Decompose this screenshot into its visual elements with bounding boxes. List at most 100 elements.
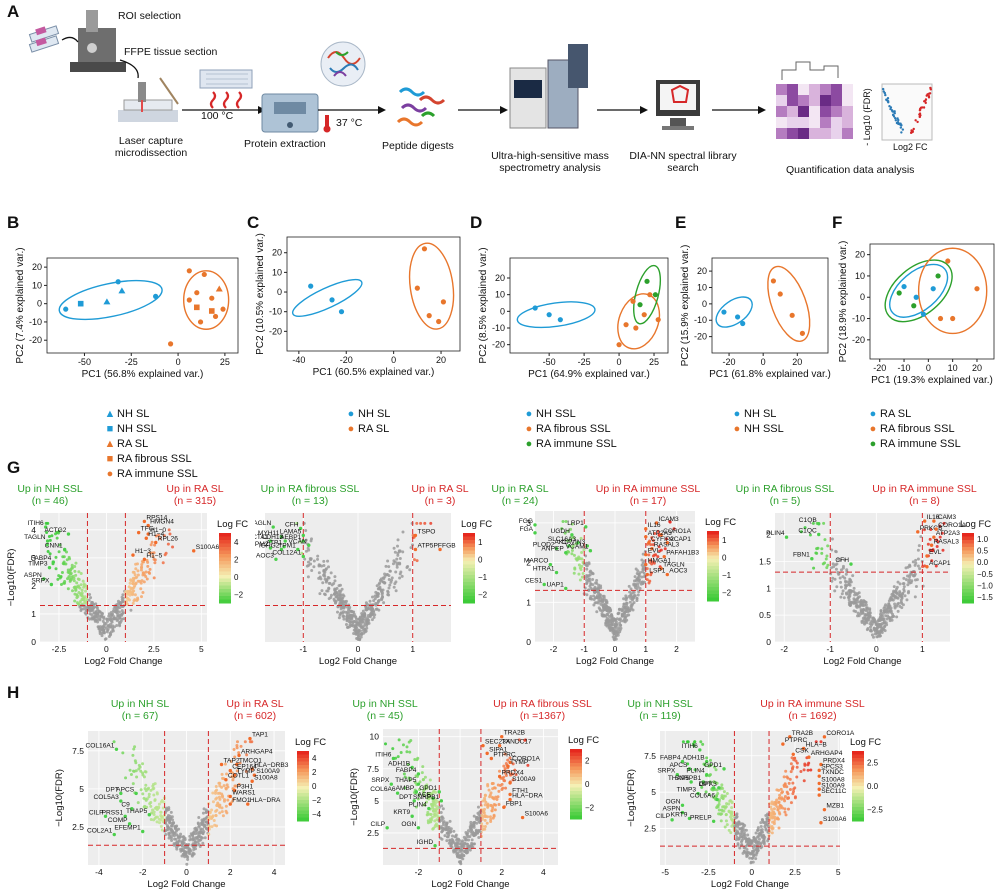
square-icon: ■ (106, 453, 114, 465)
data-point (218, 784, 222, 788)
x-tick-label: 0 (104, 644, 109, 654)
y-tick-label: 0 (766, 637, 771, 647)
data-point (110, 620, 114, 624)
gene-label: LAMA5 (280, 528, 302, 535)
data-point (157, 533, 161, 537)
data-point (101, 625, 105, 629)
data-point (88, 592, 92, 596)
data-point (716, 792, 720, 796)
data-point (570, 536, 574, 540)
x-tick-label: 0 (926, 363, 931, 373)
volcano-point (886, 97, 890, 100)
legend-item: ● RA fibrous SSL (866, 422, 961, 437)
gene-label: IGHD (417, 839, 434, 846)
colorbar-segment (570, 808, 582, 813)
data-point (115, 279, 121, 285)
data-point (101, 619, 105, 623)
y-tick-label: 10 (32, 280, 42, 290)
data-point (770, 827, 774, 831)
data-point (149, 817, 153, 821)
colorbar-segment (297, 772, 309, 776)
data-point (849, 601, 853, 605)
gene-label: MYH11 (258, 530, 280, 537)
data-point (81, 579, 85, 583)
data-point (341, 611, 345, 615)
gene-label: ATP2A3 (648, 530, 672, 537)
colorbar-segment (707, 590, 719, 595)
y-tick-label: 2.5 (644, 824, 656, 834)
colorbar-segment (962, 536, 974, 541)
data-point (844, 572, 848, 576)
data-point (839, 580, 843, 584)
gene-label: TFG (141, 526, 154, 533)
data-point (139, 581, 143, 585)
data-point (911, 560, 915, 564)
gene-label: TRA2B (792, 730, 814, 737)
colorbar-segment (219, 575, 231, 579)
data-point (701, 742, 705, 746)
data-point (58, 576, 62, 580)
data-point (106, 627, 110, 631)
data-point (194, 290, 200, 296)
data-point (465, 851, 469, 855)
labeled-point (385, 826, 389, 830)
data-point (372, 615, 376, 619)
data-point (705, 756, 709, 760)
gene-label: ATP1 (266, 540, 282, 547)
data-point (855, 597, 859, 601)
y-tick-label: 7.5 (644, 751, 656, 761)
labeled-point (644, 535, 648, 539)
data-point (423, 521, 427, 525)
colorbar-segment (852, 810, 864, 815)
data-point (568, 539, 572, 543)
data-point (770, 816, 774, 820)
heatmap-cell (842, 95, 853, 106)
labeled-point (307, 543, 311, 547)
data-point (834, 550, 838, 554)
data-point (579, 567, 583, 571)
colorbar-segment (297, 803, 309, 808)
data-point (839, 595, 843, 599)
y-tick-label: -20 (694, 332, 707, 342)
y-tick-label: 1 (31, 609, 36, 619)
gene-label: RASAL3 (654, 542, 680, 549)
data-point (233, 784, 237, 788)
data-point (776, 808, 780, 812)
legend-label: RA immune SSL (117, 468, 198, 480)
data-point (500, 782, 504, 786)
colorbar-segment (570, 749, 582, 753)
data-point (332, 592, 336, 596)
colorbar-segment (570, 805, 582, 809)
data-point (197, 816, 201, 820)
labeled-point (932, 535, 936, 539)
colorbar-segment (962, 550, 974, 555)
data-point (888, 609, 892, 613)
data-point (626, 606, 630, 610)
data-point (167, 831, 171, 835)
data-point (640, 563, 644, 567)
data-point (173, 831, 177, 835)
gene-label: FBP1 (506, 800, 523, 807)
data-point (481, 824, 485, 828)
gene-label: P3H1 (237, 783, 254, 790)
data-point (642, 571, 646, 575)
colorbar-segment (707, 548, 719, 553)
labeled-point (146, 532, 150, 536)
data-point (483, 824, 487, 828)
gene-label: FGG (519, 518, 533, 525)
data-point (746, 833, 750, 837)
data-point (504, 786, 508, 790)
data-point (415, 521, 419, 525)
data-point (919, 535, 923, 539)
data-point (303, 557, 307, 561)
legend-label: NH SSL (117, 423, 157, 435)
data-point (400, 574, 404, 578)
colorbar-segment (463, 599, 475, 604)
gene-label: FABP4 (396, 767, 417, 774)
data-point (615, 631, 619, 635)
data-point (563, 531, 567, 535)
data-point (91, 608, 95, 612)
data-point (157, 802, 161, 806)
data-point (757, 837, 761, 841)
data-point (426, 810, 430, 814)
